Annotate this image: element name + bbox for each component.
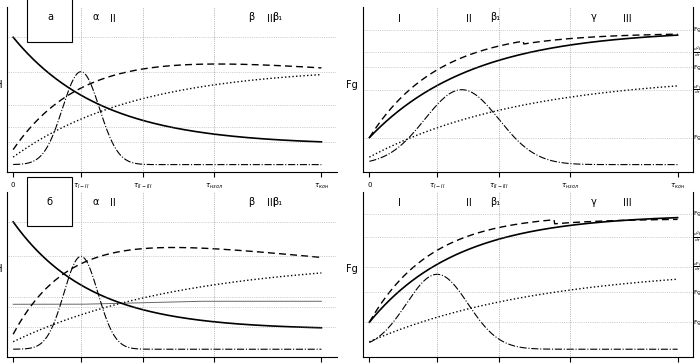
Text: III: III: [623, 14, 631, 24]
Text: γ: γ: [591, 197, 597, 207]
Text: III: III: [267, 198, 275, 209]
Text: β₁: β₁: [272, 197, 283, 207]
Text: II: II: [466, 14, 472, 24]
Text: Fg$_{нач}$: Fg$_{нач}$: [693, 318, 700, 327]
Text: β: β: [248, 12, 254, 22]
Text: Fg$^{теор}_{кон}$: Fg$^{теор}_{кон}$: [693, 210, 700, 219]
Text: б: б: [47, 197, 53, 207]
Text: γ: γ: [591, 12, 597, 22]
Text: I: I: [42, 198, 45, 209]
Text: $\frac{dFg}{d\tau}$$=f'_{max}$(τ): $\frac{dFg}{d\tau}$$=f'_{max}$(τ): [693, 83, 700, 96]
Text: Fg$_{нач}$: Fg$_{нач}$: [693, 133, 700, 142]
Text: II: II: [466, 198, 472, 209]
Text: β: β: [248, 197, 254, 207]
Text: III: III: [623, 198, 631, 209]
Text: β₁: β₁: [272, 12, 283, 22]
Text: II: II: [110, 198, 116, 209]
Text: $\frac{dFg}{d\tau}$$=f'_m$: $\frac{dFg}{d\tau}$$=f'_m$: [693, 261, 700, 273]
Text: I: I: [398, 14, 401, 24]
Text: $\frac{d^2Fg}{d\tau^2}$$\approx$0: $\frac{d^2Fg}{d\tau^2}$$\approx$0: [693, 44, 700, 60]
Y-axis label: Fg: Fg: [346, 80, 358, 90]
Text: I: I: [42, 14, 45, 24]
Text: α: α: [93, 12, 99, 22]
Text: α: α: [93, 197, 99, 207]
Text: Fg$^{теор}_{кон}$: Fg$^{теор}_{кон}$: [693, 25, 700, 35]
Text: II: II: [110, 14, 116, 24]
Text: III: III: [267, 14, 275, 24]
Text: Fg$_{кон}$: Fg$_{кон}$: [693, 288, 700, 297]
Text: β₁: β₁: [490, 12, 500, 22]
Text: β₁: β₁: [490, 197, 500, 207]
Text: $\frac{d^2Fg}{d\tau^2}$: $\frac{d^2Fg}{d\tau^2}$: [693, 229, 700, 245]
Text: I: I: [398, 198, 401, 209]
Y-axis label: Fg: Fg: [346, 264, 358, 274]
Y-axis label: pH: pH: [0, 80, 3, 90]
Text: Fg$_{изол}$: Fg$_{изол}$: [693, 63, 700, 72]
Y-axis label: pH: pH: [0, 264, 3, 274]
Text: a: a: [47, 12, 53, 22]
